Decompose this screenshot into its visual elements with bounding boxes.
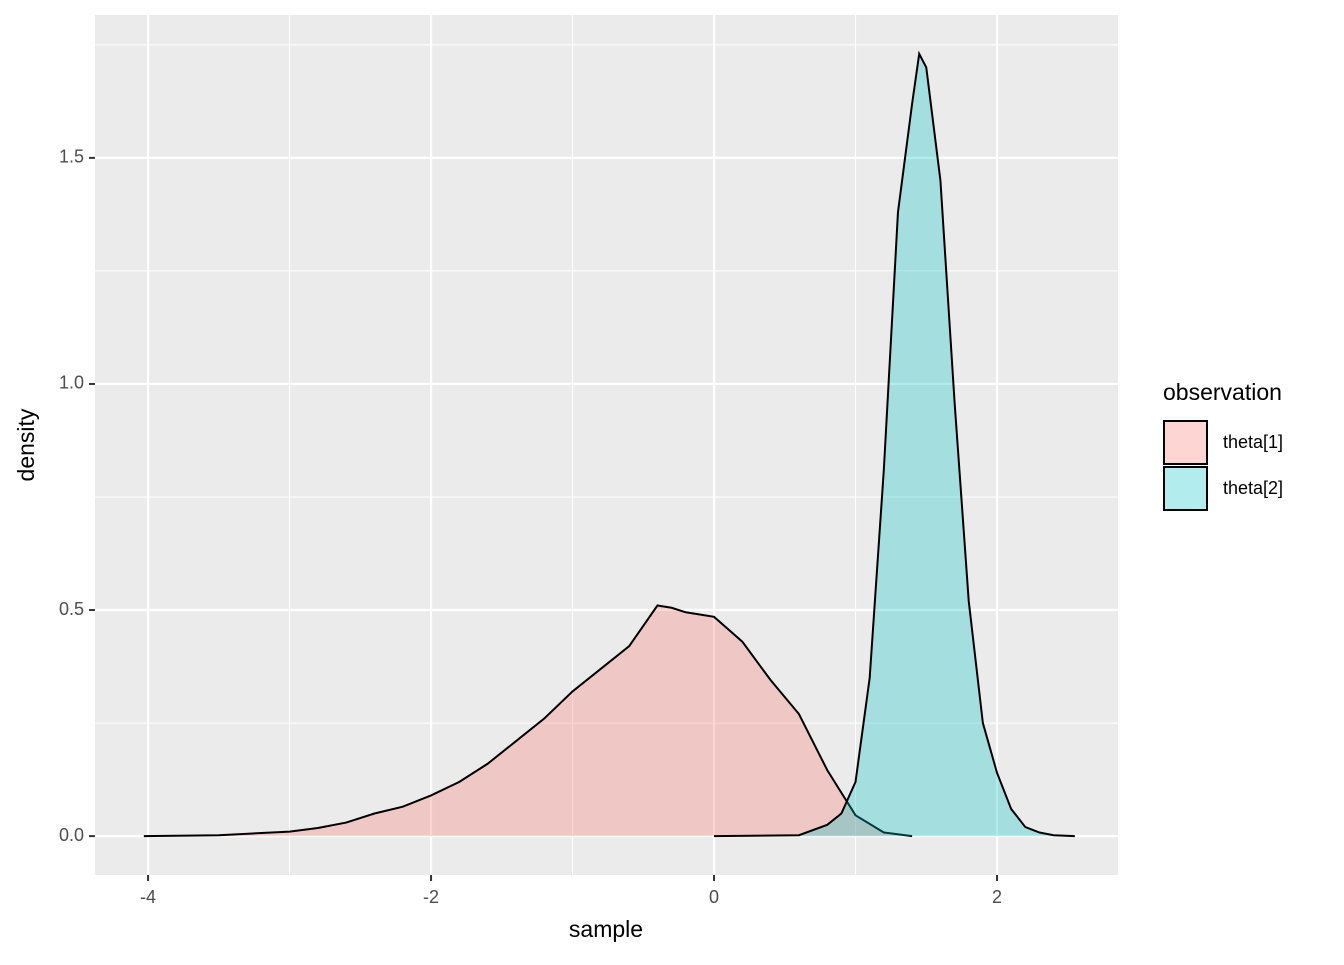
y-tick-label: 1.5 — [59, 147, 84, 167]
y-axis-title: density — [13, 408, 39, 481]
x-tick-label: -2 — [423, 887, 439, 907]
x-tick-label: -4 — [140, 887, 156, 907]
density-area — [714, 53, 1075, 837]
y-tick-label: 0.5 — [59, 599, 84, 619]
density-line — [143, 604, 913, 838]
legend-swatch — [1164, 421, 1207, 464]
legend-swatch — [1164, 467, 1207, 510]
y-tick-label: 1.0 — [59, 373, 84, 393]
x-axis-title: sample — [569, 916, 643, 942]
x-tick-label: 2 — [992, 887, 1002, 907]
x-tick-label: 0 — [709, 887, 719, 907]
legend-title: observation — [1163, 379, 1282, 405]
y-tick-label: 0.0 — [59, 825, 84, 845]
legend-label: theta[2] — [1223, 478, 1283, 498]
legend-swatch — [1163, 420, 1208, 465]
legend-swatch — [1163, 466, 1208, 511]
density-line — [714, 50, 1075, 838]
legend-label: theta[1] — [1223, 432, 1283, 452]
density-area — [143, 605, 913, 837]
